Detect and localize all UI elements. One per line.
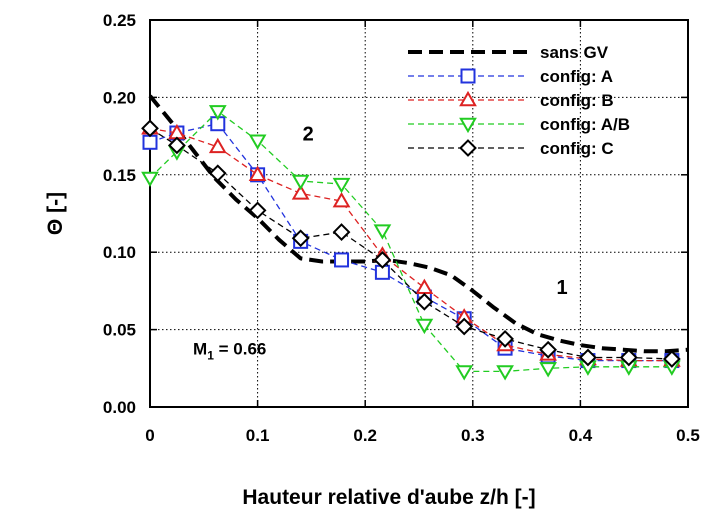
data-point-config-a-b — [415, 318, 434, 335]
data-point-config-c — [208, 164, 227, 183]
legend-marker-config-a-b — [459, 117, 477, 134]
y-tick-label: 0.15 — [103, 166, 136, 185]
x-tick-label: 0.5 — [676, 426, 700, 445]
legend-marker-config-c — [459, 139, 477, 157]
data-point-config-c — [373, 251, 392, 269]
data-point-config-a-b — [332, 177, 351, 194]
x-tick-label: 0.2 — [353, 426, 377, 445]
data-point-config-c — [168, 136, 186, 155]
mach-number-label: M1 = 0.66 — [193, 339, 266, 362]
data-point-config-a — [334, 252, 350, 268]
series-line-config-a-b — [149, 110, 672, 373]
plot-frame — [149, 19, 689, 408]
data-point-config-a — [142, 134, 158, 150]
legend-label-config-a: config: A — [540, 67, 613, 86]
annotations: 2 1 M1 = 0.66 — [193, 124, 568, 363]
y-tick-label: 0.05 — [103, 321, 136, 340]
y-tick-label: 0.10 — [103, 243, 136, 262]
data-point-config-c — [539, 340, 558, 359]
data-point-config-c — [619, 348, 638, 367]
data-point-config-a-b — [373, 224, 392, 240]
x-tick-label: 0.4 — [569, 426, 593, 445]
data-point-config-a-b — [208, 105, 227, 121]
annotation-label: 1 — [557, 277, 568, 299]
legend-label-config-c: config: C — [540, 139, 614, 158]
ticks: 0 0.1 0.2 0.3 0.4 0.5 0.00 0.05 0.10 0.15 0.20 0.25 — [103, 11, 700, 445]
series-line-sans-gv — [148, 94, 689, 354]
data-point-config-b — [208, 137, 227, 154]
data-point-config-c — [248, 201, 267, 220]
y-tick-label: 0.00 — [103, 398, 136, 417]
legend-label-config-b: config: B — [540, 91, 614, 110]
data-point-config-c — [662, 350, 681, 368]
legend-label-sans-gv: sans GV — [540, 43, 609, 62]
data-point-config-c — [579, 348, 597, 367]
data-point-config-a-b — [248, 134, 267, 150]
series-config-c — [141, 119, 681, 368]
data-point-config-c — [332, 223, 351, 241]
data-point-config-c — [455, 317, 474, 336]
y-axis-title: Θ [-] — [44, 192, 67, 235]
data-point-config-b — [332, 191, 351, 208]
x-tick-label: 0.3 — [461, 426, 485, 445]
data-point-config-c — [141, 119, 159, 138]
y-tick-label: 0.25 — [103, 11, 136, 30]
grid — [150, 20, 688, 407]
legend: sans GV config: A config: B config: A/B conf… — [408, 43, 630, 158]
legend-label-config-a-b: config: A/B — [540, 115, 630, 134]
data-point-config-c — [496, 329, 514, 348]
data-point-config-c — [415, 292, 434, 311]
annotation-label: 2 — [303, 124, 314, 146]
data-point-config-a-b — [291, 174, 310, 191]
data-point-config-c — [291, 229, 310, 248]
series-config-a-b — [141, 105, 681, 381]
data-point-config-a-b — [496, 365, 514, 381]
data-point-config-b — [291, 184, 310, 200]
data-point-config-a-b — [539, 362, 558, 378]
data-point-config-b — [248, 165, 267, 181]
data-point-config-a-b — [455, 365, 474, 381]
x-tick-label: 0.1 — [246, 426, 270, 445]
series-sans-gv — [148, 94, 689, 354]
data-point-config-a-b — [141, 171, 159, 188]
legend-marker-config-b — [459, 90, 477, 107]
x-tick-label: 0 — [145, 426, 154, 445]
y-tick-label: 0.20 — [103, 88, 136, 107]
x-axis-title: Hauteur relative d'aube z/h [-] — [242, 486, 535, 509]
series-layer — [141, 94, 689, 381]
legend-marker-config-a — [460, 68, 476, 84]
